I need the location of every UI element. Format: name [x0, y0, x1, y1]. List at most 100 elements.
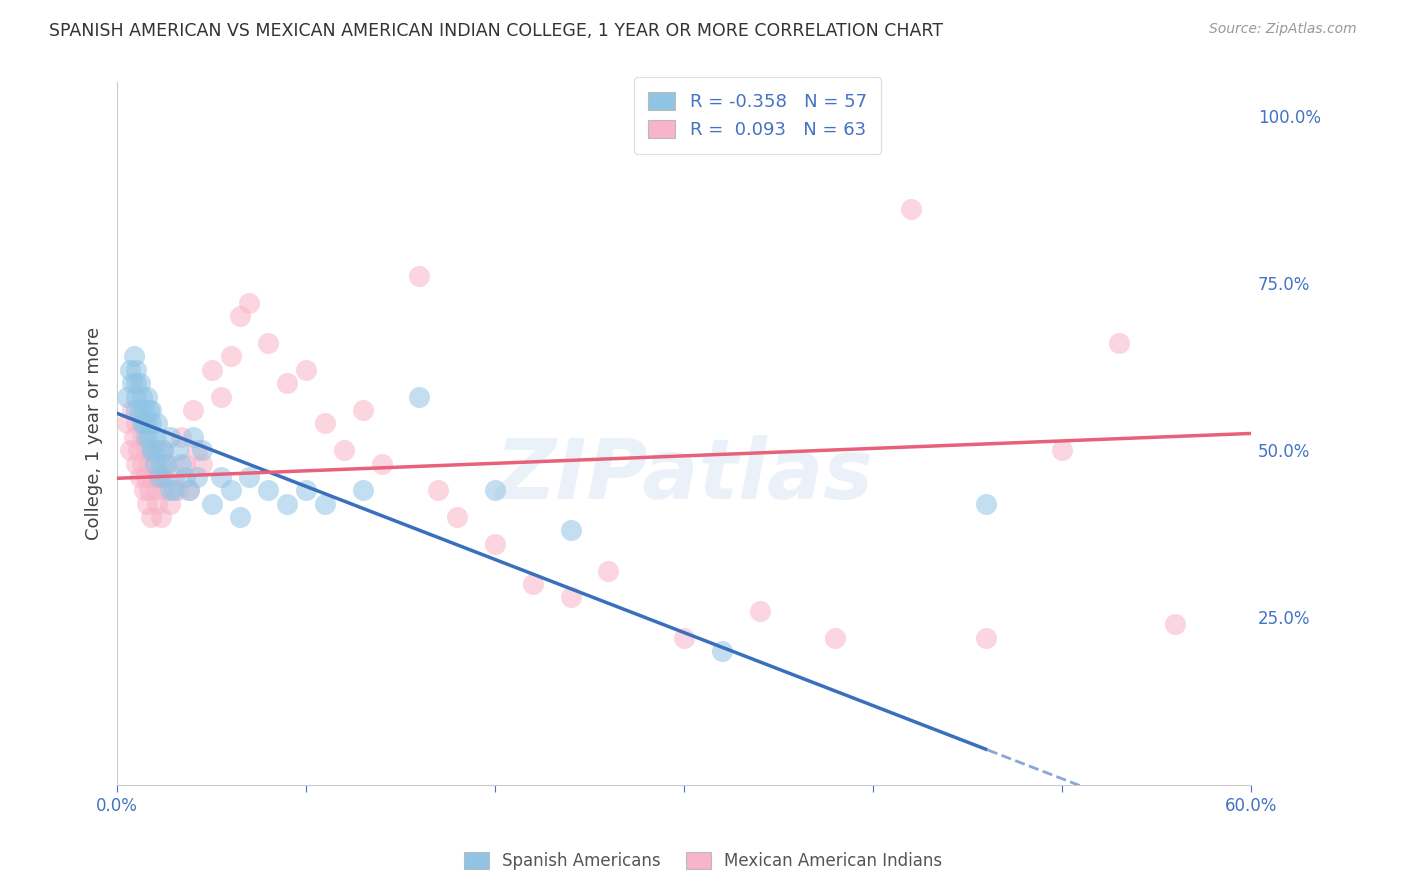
Point	[115, 417, 138, 431]
Point	[153, 470, 176, 484]
Point	[522, 577, 544, 591]
Point	[159, 497, 181, 511]
Point	[120, 363, 142, 377]
Point	[143, 457, 166, 471]
Point	[128, 376, 150, 391]
Point	[146, 417, 169, 431]
Point	[152, 443, 174, 458]
Point	[672, 631, 695, 645]
Point	[1108, 336, 1130, 351]
Point	[257, 483, 280, 498]
Point	[170, 457, 193, 471]
Point	[128, 403, 150, 417]
Point	[219, 483, 242, 498]
Point	[136, 497, 159, 511]
Point	[149, 457, 172, 471]
Point	[125, 417, 148, 431]
Point	[174, 470, 197, 484]
Point	[146, 497, 169, 511]
Point	[159, 430, 181, 444]
Point	[143, 430, 166, 444]
Point	[177, 483, 200, 498]
Point	[146, 443, 169, 458]
Point	[125, 403, 148, 417]
Point	[115, 390, 138, 404]
Point	[1050, 443, 1073, 458]
Text: ZIPatlas: ZIPatlas	[495, 435, 873, 516]
Point	[163, 470, 186, 484]
Point	[209, 390, 232, 404]
Point	[159, 483, 181, 498]
Point	[229, 310, 252, 324]
Point	[148, 470, 170, 484]
Point	[1164, 617, 1187, 632]
Point	[132, 483, 155, 498]
Point	[166, 443, 188, 458]
Point	[427, 483, 450, 498]
Point	[560, 524, 582, 538]
Point	[138, 483, 160, 498]
Legend: R = -0.358   N = 57, R =  0.093   N = 63: R = -0.358 N = 57, R = 0.093 N = 63	[634, 77, 882, 153]
Point	[352, 403, 374, 417]
Point	[191, 443, 214, 458]
Point	[136, 390, 159, 404]
Point	[127, 443, 149, 458]
Legend: Spanish Americans, Mexican American Indians: Spanish Americans, Mexican American Indi…	[457, 845, 949, 877]
Point	[128, 470, 150, 484]
Point	[238, 296, 260, 310]
Point	[155, 457, 177, 471]
Point	[238, 470, 260, 484]
Point	[141, 443, 163, 458]
Point	[153, 483, 176, 498]
Point	[135, 443, 157, 458]
Point	[974, 497, 997, 511]
Point	[142, 470, 165, 484]
Point	[131, 417, 153, 431]
Point	[132, 403, 155, 417]
Point	[186, 443, 208, 458]
Point	[131, 430, 153, 444]
Point	[125, 390, 148, 404]
Point	[170, 430, 193, 444]
Point	[143, 483, 166, 498]
Point	[408, 269, 430, 284]
Point	[900, 202, 922, 217]
Point	[181, 430, 204, 444]
Point	[155, 457, 177, 471]
Point	[276, 497, 298, 511]
Point	[560, 591, 582, 605]
Point	[181, 403, 204, 417]
Point	[446, 510, 468, 524]
Point	[166, 483, 188, 498]
Point	[229, 510, 252, 524]
Point	[209, 470, 232, 484]
Point	[122, 350, 145, 364]
Point	[163, 483, 186, 498]
Point	[122, 430, 145, 444]
Point	[257, 336, 280, 351]
Point	[135, 470, 157, 484]
Point	[191, 457, 214, 471]
Point	[710, 644, 733, 658]
Point	[125, 457, 148, 471]
Point	[120, 443, 142, 458]
Point	[174, 457, 197, 471]
Point	[824, 631, 846, 645]
Point	[408, 390, 430, 404]
Point	[132, 417, 155, 431]
Point	[141, 443, 163, 458]
Point	[276, 376, 298, 391]
Point	[131, 390, 153, 404]
Text: SPANISH AMERICAN VS MEXICAN AMERICAN INDIAN COLLEGE, 1 YEAR OR MORE CORRELATION : SPANISH AMERICAN VS MEXICAN AMERICAN IND…	[49, 22, 943, 40]
Point	[177, 483, 200, 498]
Point	[352, 483, 374, 498]
Point	[974, 631, 997, 645]
Point	[484, 537, 506, 551]
Point	[138, 457, 160, 471]
Point	[138, 403, 160, 417]
Point	[152, 443, 174, 458]
Point	[186, 470, 208, 484]
Point	[121, 403, 143, 417]
Point	[141, 510, 163, 524]
Point	[295, 363, 318, 377]
